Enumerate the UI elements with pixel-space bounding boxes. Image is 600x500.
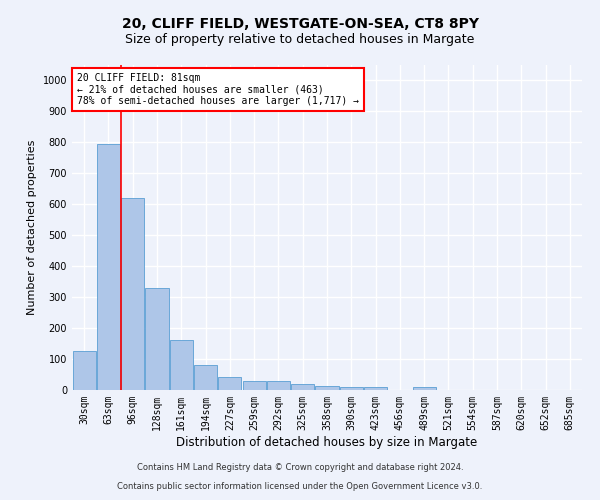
Bar <box>364 387 387 390</box>
Text: 20 CLIFF FIELD: 81sqm
← 21% of detached houses are smaller (463)
78% of semi-det: 20 CLIFF FIELD: 81sqm ← 21% of detached … <box>77 73 359 106</box>
Bar <box>73 352 95 390</box>
Bar <box>291 384 314 390</box>
Bar <box>170 340 193 390</box>
Bar <box>316 386 338 390</box>
Text: Contains HM Land Registry data © Crown copyright and database right 2024.: Contains HM Land Registry data © Crown c… <box>137 464 463 472</box>
Bar <box>242 380 266 390</box>
Bar <box>97 144 120 390</box>
Bar <box>218 377 241 390</box>
Bar <box>340 387 363 390</box>
Bar <box>121 198 144 390</box>
Text: Contains public sector information licensed under the Open Government Licence v3: Contains public sector information licen… <box>118 482 482 491</box>
X-axis label: Distribution of detached houses by size in Margate: Distribution of detached houses by size … <box>176 436 478 448</box>
Y-axis label: Number of detached properties: Number of detached properties <box>27 140 37 315</box>
Bar <box>267 382 290 390</box>
Bar <box>413 387 436 390</box>
Bar <box>145 288 169 390</box>
Text: 20, CLIFF FIELD, WESTGATE-ON-SEA, CT8 8PY: 20, CLIFF FIELD, WESTGATE-ON-SEA, CT8 8P… <box>121 18 479 32</box>
Text: Size of property relative to detached houses in Margate: Size of property relative to detached ho… <box>125 32 475 46</box>
Bar <box>194 365 217 390</box>
